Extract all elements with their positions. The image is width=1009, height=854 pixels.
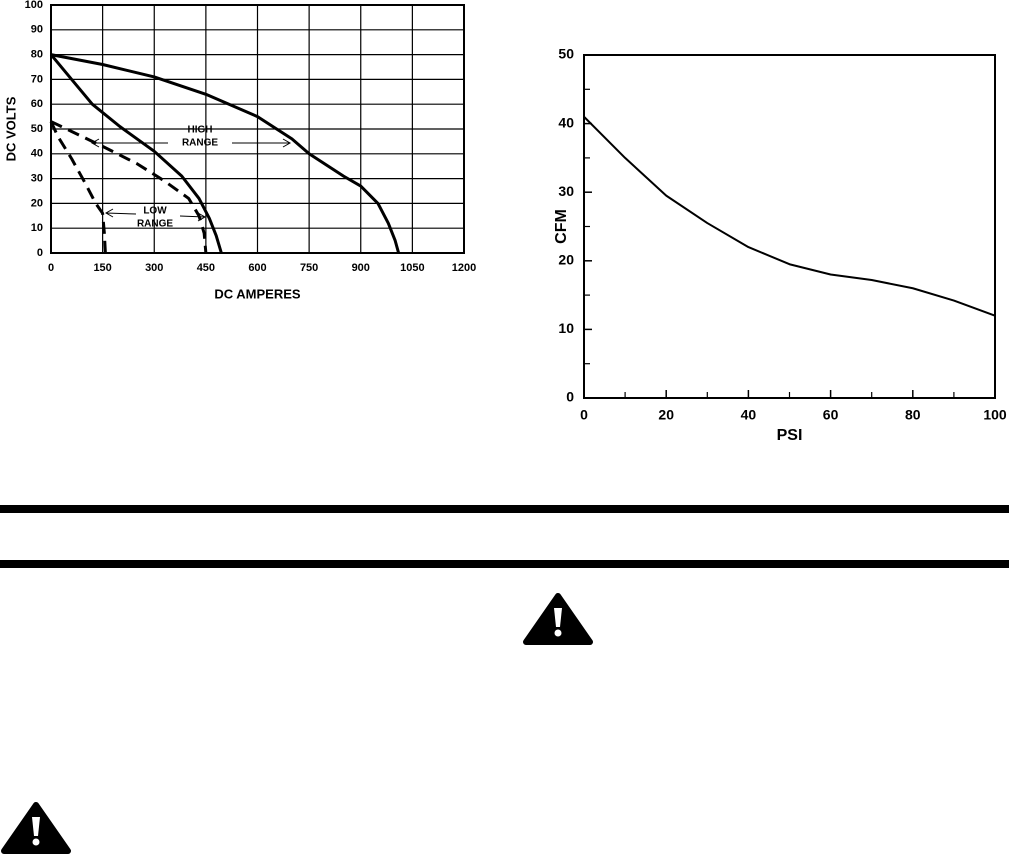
curve <box>583 116 996 317</box>
x-tick-label: 450 <box>197 262 215 274</box>
y-tick-label: 70 <box>31 73 43 85</box>
x-tick-label: 0 <box>580 407 588 423</box>
y-tick-label: 80 <box>31 49 43 61</box>
x-axis-label: DC AMPERES <box>214 286 301 301</box>
x-tick-label: 1050 <box>400 262 424 274</box>
y-tick-label: 40 <box>558 114 574 130</box>
y-tick-label: 0 <box>566 389 574 405</box>
x-tick-label: 60 <box>823 407 839 423</box>
y-tick-label: 20 <box>558 252 574 268</box>
x-tick-label: 40 <box>741 407 757 423</box>
y-tick-label: 10 <box>558 320 574 336</box>
x-tick-label: 80 <box>905 407 921 423</box>
y-tick-label: 50 <box>31 123 43 135</box>
rule-bar <box>0 505 1009 513</box>
x-tick-label: 20 <box>658 407 674 423</box>
y-tick-label: 30 <box>558 183 574 199</box>
curve <box>50 53 401 254</box>
y-tick-label: 10 <box>31 222 43 234</box>
x-tick-label: 100 <box>983 407 1007 423</box>
curve <box>50 120 208 254</box>
rule-bar <box>0 560 1009 568</box>
x-tick-label: 600 <box>248 262 266 274</box>
plot-frame <box>583 54 996 399</box>
y-tick-label: 90 <box>31 24 43 36</box>
y-tick-label: 40 <box>31 148 43 160</box>
annotation: RANGE <box>137 219 173 230</box>
y-tick-label: 20 <box>31 197 43 209</box>
y-tick-label: 50 <box>558 46 574 62</box>
annotation: HIGH <box>188 125 213 136</box>
warning-icon <box>523 593 593 645</box>
y-tick-label: 30 <box>31 173 43 185</box>
y-tick-label: 60 <box>31 98 43 110</box>
annotation: LOW <box>143 206 167 217</box>
x-tick-label: 900 <box>352 262 370 274</box>
x-axis-label: PSI <box>777 427 803 444</box>
annotation: RANGE <box>182 138 218 149</box>
y-axis-label: DC VOLTS <box>3 96 18 161</box>
y-tick-label: 0 <box>37 247 43 259</box>
y-axis-label: CFM <box>553 209 570 244</box>
curve <box>49 120 107 254</box>
x-tick-label: 0 <box>48 262 54 274</box>
x-tick-label: 150 <box>93 262 111 274</box>
warning-icon <box>1 802 71 854</box>
x-tick-label: 750 <box>300 262 318 274</box>
x-tick-label: 300 <box>145 262 163 274</box>
curve <box>49 53 223 254</box>
y-tick-label: 100 <box>25 0 43 11</box>
x-tick-label: 1200 <box>452 262 476 274</box>
arrows <box>90 138 292 222</box>
